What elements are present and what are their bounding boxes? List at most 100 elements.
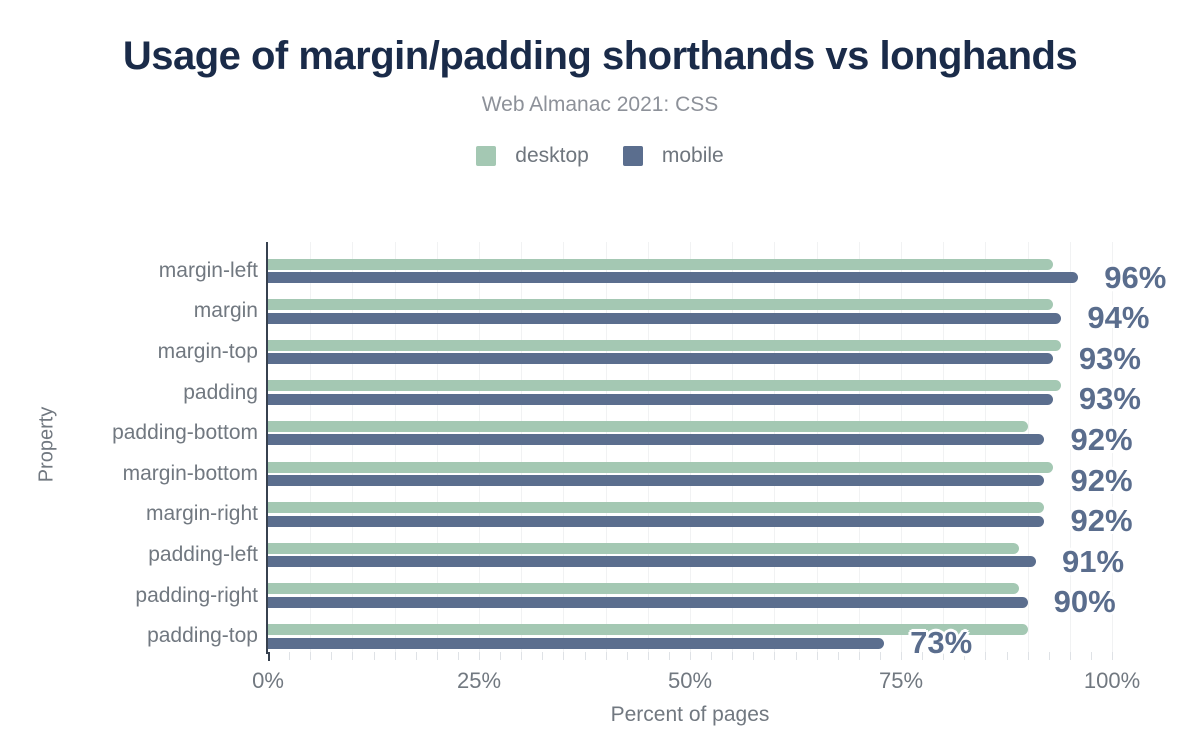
axis-tick-minor xyxy=(647,652,649,660)
category-label: margin-bottom xyxy=(122,461,258,485)
gridline xyxy=(690,242,691,652)
value-label: 90% xyxy=(1053,584,1116,620)
axis-tick-minor xyxy=(331,652,333,660)
value-label: 91% xyxy=(1062,543,1125,579)
axis-tick-minor xyxy=(1048,652,1050,660)
gridline xyxy=(394,242,396,652)
axis-tick-minor xyxy=(816,652,818,660)
axis-tick-minor xyxy=(479,652,480,660)
y-axis-line xyxy=(265,242,268,654)
axis-tick-minor xyxy=(837,652,839,660)
gridline xyxy=(1112,242,1113,652)
category-label: padding xyxy=(183,380,258,404)
gridline xyxy=(310,242,312,652)
axis-tick-minor xyxy=(1027,652,1029,660)
gridline xyxy=(816,242,818,652)
category-label: padding-top xyxy=(147,624,258,648)
bar-desktop-margin-right xyxy=(268,502,1045,514)
category-label: margin-left xyxy=(158,258,258,282)
value-label: 92% xyxy=(1070,462,1133,498)
gridline xyxy=(943,242,945,652)
bar-mobile-margin-right xyxy=(268,515,1045,527)
axis-tick-minor xyxy=(394,652,396,660)
gridline xyxy=(1069,242,1071,652)
gridline xyxy=(901,242,902,652)
gridline xyxy=(563,242,565,652)
value-label: 92% xyxy=(1070,421,1133,457)
bar-mobile-margin-top xyxy=(268,353,1053,365)
axis-tick-minor xyxy=(415,652,417,660)
mobile-swatch xyxy=(622,146,643,166)
axis-tick-major xyxy=(268,652,270,661)
value-label: 96% xyxy=(1104,259,1167,295)
legend-label-mobile: mobile xyxy=(661,144,724,167)
bar-desktop-padding-bottom xyxy=(268,420,1028,432)
category-label: padding-right xyxy=(135,583,258,607)
axis-tick-minor xyxy=(436,652,438,660)
axis-tick-minor xyxy=(1112,652,1113,660)
x-axis-title: Percent of pages xyxy=(610,703,770,726)
bar-desktop-margin xyxy=(268,299,1053,311)
category-label: margin-top xyxy=(157,339,258,363)
axis-tick-minor xyxy=(310,652,312,660)
axis-tick-minor xyxy=(922,652,924,660)
axis-tick-minor xyxy=(901,652,902,660)
gridline xyxy=(436,242,438,652)
gridline xyxy=(985,242,987,652)
axis-tick-minor xyxy=(289,652,291,660)
axis-tick-minor xyxy=(1090,652,1092,660)
category-label: padding-left xyxy=(148,543,258,567)
y-axis-title: Property xyxy=(35,406,58,483)
bar-desktop-padding-left xyxy=(268,542,1020,554)
axis-tick-minor xyxy=(605,652,607,660)
axis-tick-minor xyxy=(1069,652,1071,660)
category-label: margin-right xyxy=(145,502,258,526)
x-tick-label: 100% xyxy=(1083,668,1141,693)
axis-tick-minor xyxy=(690,652,691,660)
legend-label-desktop: desktop xyxy=(515,144,589,167)
gridline xyxy=(1027,242,1029,652)
axis-tick-minor xyxy=(352,652,354,660)
gridline xyxy=(521,242,523,652)
axis-tick-minor xyxy=(457,652,459,660)
legend-item-mobile: mobile xyxy=(622,144,724,168)
x-tick-label: 25% xyxy=(456,668,502,693)
bar-mobile-padding-bottom xyxy=(268,434,1045,446)
bar-desktop-margin-top xyxy=(268,339,1062,351)
x-tick-label: 50% xyxy=(667,668,713,693)
gridline xyxy=(732,242,734,652)
bar-mobile-padding-left xyxy=(268,556,1037,568)
axis-tick-minor xyxy=(879,652,881,660)
axis-tick-minor xyxy=(626,652,628,660)
x-tick-label: 0% xyxy=(252,668,284,693)
axis-tick-minor xyxy=(985,652,987,660)
x-tick-label: 75% xyxy=(878,668,924,693)
bar-desktop-padding xyxy=(268,380,1062,392)
bar-desktop-padding-right xyxy=(268,583,1020,595)
bar-mobile-padding-right xyxy=(268,596,1028,608)
axis-tick-minor xyxy=(373,652,375,660)
bar-desktop-padding-top xyxy=(268,624,1028,636)
axis-tick-minor xyxy=(1006,652,1008,660)
axis-tick-minor xyxy=(563,652,565,660)
chart-title: Usage of margin/padding shorthands vs lo… xyxy=(122,34,1078,78)
legend-item-desktop: desktop xyxy=(476,144,589,168)
bar-mobile-padding-top xyxy=(268,637,885,649)
axis-tick-minor xyxy=(500,652,502,660)
axis-tick-minor xyxy=(542,652,544,660)
bar-mobile-padding xyxy=(268,393,1053,405)
axis-tick-minor xyxy=(795,652,797,660)
gridline xyxy=(774,242,776,652)
gridline xyxy=(352,242,354,652)
gridline xyxy=(479,242,480,652)
axis-tick-minor xyxy=(711,652,713,660)
value-label: 93% xyxy=(1078,381,1141,417)
bar-mobile-margin-bottom xyxy=(268,475,1045,487)
desktop-swatch xyxy=(476,146,497,166)
axis-tick-minor xyxy=(858,652,860,660)
legend: desktop mobile xyxy=(0,144,1200,168)
gridline xyxy=(858,242,860,652)
category-label: margin xyxy=(193,299,258,323)
